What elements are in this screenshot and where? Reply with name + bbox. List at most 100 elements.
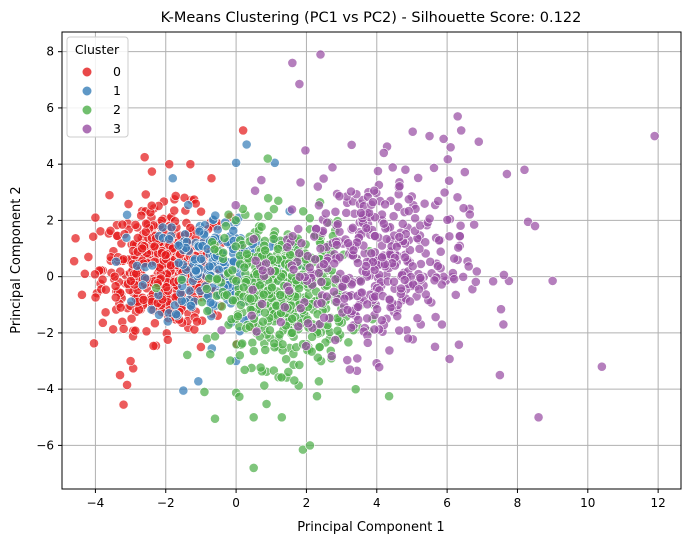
data-point bbox=[265, 325, 275, 336]
data-point bbox=[471, 266, 482, 277]
data-point bbox=[414, 243, 425, 254]
x-tick-label: 0 bbox=[232, 496, 240, 510]
x-axis: −4 −2 0 2 4 6 8 10 12 bbox=[87, 489, 666, 510]
x-tick-label: 12 bbox=[650, 496, 665, 510]
legend-label: 1 bbox=[113, 83, 121, 98]
data-point bbox=[104, 190, 115, 201]
data-point bbox=[184, 285, 195, 296]
data-point bbox=[263, 211, 274, 221]
data-point bbox=[403, 333, 414, 344]
data-point bbox=[453, 242, 464, 253]
data-point bbox=[202, 306, 213, 316]
data-point bbox=[261, 399, 272, 409]
data-point bbox=[496, 304, 506, 315]
data-point bbox=[185, 159, 196, 170]
data-point bbox=[347, 222, 358, 233]
data-point bbox=[160, 250, 171, 261]
data-point bbox=[405, 245, 415, 255]
x-tick-label: 8 bbox=[514, 496, 522, 510]
data-point bbox=[259, 307, 270, 318]
data-point bbox=[242, 248, 252, 259]
data-point bbox=[433, 196, 444, 206]
data-point bbox=[162, 334, 173, 345]
data-point bbox=[305, 440, 315, 451]
data-point bbox=[122, 209, 132, 220]
data-point bbox=[199, 387, 210, 397]
data-point bbox=[303, 318, 314, 329]
data-point bbox=[314, 200, 324, 211]
data-point bbox=[469, 219, 480, 230]
legend-marker bbox=[81, 66, 93, 78]
data-point bbox=[115, 370, 125, 381]
data-point bbox=[293, 321, 304, 332]
data-point bbox=[137, 280, 148, 291]
data-point bbox=[248, 234, 259, 244]
data-point bbox=[377, 240, 387, 251]
data-point bbox=[449, 253, 460, 264]
data-point bbox=[377, 252, 387, 263]
data-point bbox=[459, 167, 470, 177]
data-point bbox=[356, 208, 366, 218]
data-point bbox=[287, 327, 298, 338]
data-point bbox=[194, 226, 205, 237]
data-point bbox=[596, 361, 607, 372]
data-point bbox=[369, 324, 380, 335]
data-point bbox=[132, 233, 143, 243]
data-point bbox=[138, 294, 149, 305]
data-point bbox=[399, 275, 410, 285]
data-point bbox=[140, 226, 151, 237]
data-point bbox=[196, 206, 206, 217]
data-point bbox=[340, 274, 351, 285]
plot-frame bbox=[61, 31, 682, 490]
data-point bbox=[279, 302, 290, 313]
data-point bbox=[405, 296, 415, 307]
data-point bbox=[269, 338, 280, 349]
data-point bbox=[304, 213, 315, 224]
data-point bbox=[89, 338, 99, 349]
data-point bbox=[344, 364, 355, 375]
data-point bbox=[216, 301, 227, 312]
data-point bbox=[339, 293, 350, 304]
data-point bbox=[150, 318, 160, 329]
data-point bbox=[387, 162, 398, 173]
data-point bbox=[196, 253, 206, 264]
data-point bbox=[362, 299, 373, 310]
data-point bbox=[419, 198, 430, 209]
data-point bbox=[248, 412, 259, 423]
data-point bbox=[343, 238, 354, 249]
data-point bbox=[315, 49, 326, 60]
chart-title: K-Means Clustering (PC1 vs PC2) - Silhou… bbox=[161, 10, 582, 26]
data-point bbox=[330, 335, 341, 345]
data-point bbox=[117, 219, 128, 230]
data-point bbox=[231, 276, 242, 286]
y-tick-label: 2 bbox=[46, 213, 54, 227]
data-point bbox=[456, 125, 467, 136]
data-point bbox=[167, 173, 178, 184]
data-point bbox=[400, 252, 410, 263]
data-point bbox=[320, 208, 331, 219]
data-point bbox=[372, 304, 382, 315]
data-point bbox=[109, 271, 120, 282]
data-point bbox=[473, 136, 484, 147]
data-point bbox=[244, 321, 255, 332]
data-point bbox=[370, 231, 380, 241]
data-point bbox=[218, 247, 229, 258]
data-point bbox=[332, 219, 343, 230]
legend-label: 2 bbox=[113, 102, 121, 117]
data-point bbox=[318, 259, 329, 270]
data-point bbox=[254, 280, 265, 291]
data-point bbox=[255, 362, 266, 373]
data-point bbox=[313, 268, 324, 279]
data-point bbox=[262, 153, 273, 164]
data-point bbox=[391, 241, 402, 252]
data-point bbox=[230, 200, 241, 211]
data-point bbox=[176, 274, 187, 285]
data-points bbox=[69, 49, 660, 473]
data-point bbox=[407, 126, 418, 137]
data-point bbox=[123, 199, 134, 209]
data-point bbox=[407, 261, 418, 272]
data-point bbox=[424, 213, 435, 224]
data-point bbox=[216, 325, 227, 336]
data-point bbox=[332, 325, 343, 336]
data-point bbox=[197, 297, 207, 307]
